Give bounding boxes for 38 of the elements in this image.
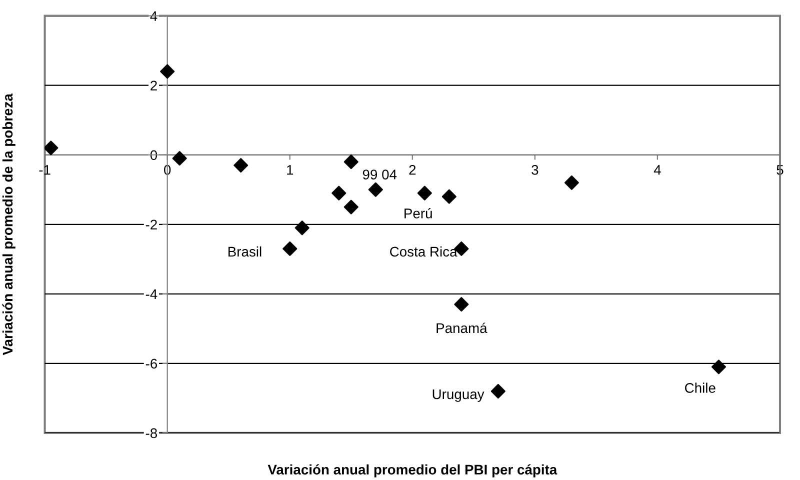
annotation: Perú	[404, 208, 432, 218]
point	[442, 189, 456, 204]
y-axis-title: Variación anual promedio de la pobreza	[2, 93, 16, 356]
annotation: 99 04	[362, 170, 397, 180]
point	[332, 186, 346, 200]
y-tick-label: 4	[150, 11, 158, 21]
y-tick-label: -2	[146, 220, 157, 230]
annotation: Panamá	[436, 322, 488, 334]
point	[344, 200, 358, 214]
point	[160, 64, 175, 79]
point	[417, 186, 432, 200]
point	[172, 151, 187, 166]
point	[44, 140, 58, 156]
point	[368, 182, 383, 197]
point	[454, 297, 469, 312]
annotation: Uruguay	[432, 389, 484, 402]
y-tick-label: 0	[150, 150, 158, 160]
x-tick-label: -1	[39, 165, 50, 175]
y-tick-label: -8	[146, 428, 158, 438]
y-tick-label: -4	[146, 289, 158, 299]
point	[344, 154, 358, 170]
point	[490, 384, 506, 399]
point	[564, 175, 579, 190]
point	[282, 241, 298, 256]
y-tick-label: -6	[146, 358, 157, 369]
y-tick-label: 2	[150, 80, 157, 90]
point	[294, 220, 310, 236]
x-tick-label: 3	[532, 164, 538, 175]
point	[711, 360, 726, 374]
point	[234, 158, 248, 173]
annotation: Chile	[685, 382, 716, 393]
x-tick-label: 4	[654, 165, 661, 175]
annotation: Brasil	[228, 246, 262, 257]
x-tick-label: 0	[164, 164, 171, 175]
annotation: Costa Rica	[390, 246, 458, 257]
x-axis-title: Variación anual promedio del PBI per cápita	[268, 464, 558, 478]
x-tick-label: 1	[287, 165, 294, 175]
x-tick-label: 2	[409, 164, 416, 175]
